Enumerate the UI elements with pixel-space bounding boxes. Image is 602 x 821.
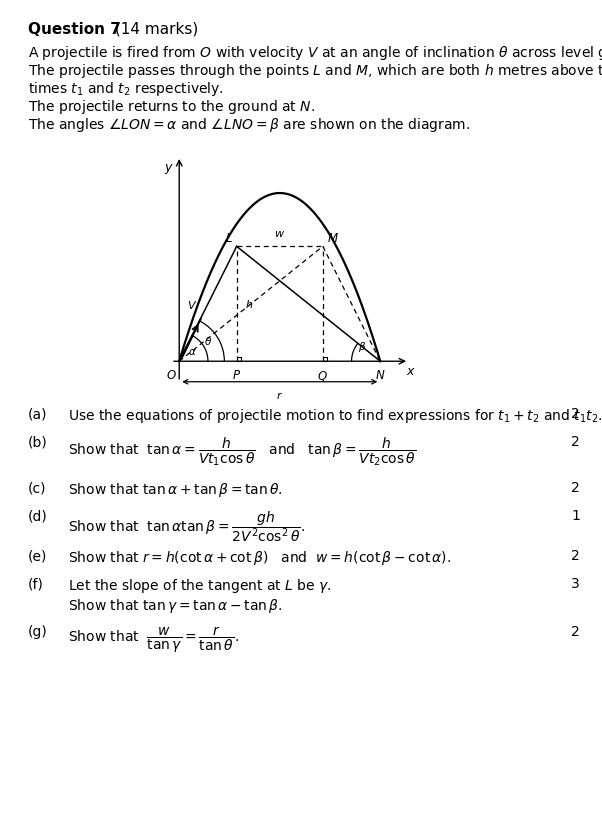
- Text: $w$: $w$: [274, 229, 285, 239]
- Text: (a): (a): [28, 407, 48, 421]
- Text: Show that  $\tan\alpha\tan\beta = \dfrac{gh}{2V^2\cos^2\theta}$.: Show that $\tan\alpha\tan\beta = \dfrac{…: [68, 509, 305, 544]
- Text: Use the equations of projectile motion to find expressions for $t_1 + t_2$ and $: Use the equations of projectile motion t…: [68, 407, 602, 425]
- Text: $r$: $r$: [276, 390, 284, 401]
- Text: times $t_1$ and $t_2$ respectively.: times $t_1$ and $t_2$ respectively.: [28, 80, 224, 98]
- Text: $\alpha$: $\alpha$: [188, 347, 197, 357]
- Text: (14 marks): (14 marks): [110, 22, 198, 37]
- Text: 3: 3: [571, 577, 580, 591]
- Text: $N$: $N$: [375, 369, 385, 382]
- Text: Let the slope of the tangent at $L$ be $\gamma$.: Let the slope of the tangent at $L$ be $…: [68, 577, 332, 595]
- Text: $P$: $P$: [232, 369, 241, 382]
- Text: (c): (c): [28, 481, 46, 495]
- Text: Question 7: Question 7: [28, 22, 121, 37]
- Text: 2: 2: [571, 481, 580, 495]
- Text: Show that $\tan\gamma = \tan\alpha - \tan\beta$.: Show that $\tan\gamma = \tan\alpha - \ta…: [68, 597, 282, 615]
- Text: Show that $\tan\alpha + \tan\beta = \tan\theta$.: Show that $\tan\alpha + \tan\beta = \tan…: [68, 481, 283, 499]
- Text: $\beta$: $\beta$: [358, 340, 366, 354]
- Text: (g): (g): [28, 625, 48, 639]
- Text: $M$: $M$: [327, 232, 339, 245]
- Text: 2: 2: [571, 549, 580, 563]
- Text: The projectile passes through the points $L$ and $M$, which are both $h$ metres : The projectile passes through the points…: [28, 62, 602, 80]
- Text: $O$: $O$: [166, 369, 176, 382]
- Text: $y$: $y$: [164, 163, 174, 177]
- Text: $V$: $V$: [187, 299, 197, 311]
- Text: $h$: $h$: [245, 298, 253, 310]
- Text: (e): (e): [28, 549, 48, 563]
- Text: $x$: $x$: [406, 365, 416, 378]
- Text: $Q$: $Q$: [317, 369, 328, 383]
- Text: The angles $\angle LON = \alpha$ and $\angle LNO = \beta$ are shown on the diagr: The angles $\angle LON = \alpha$ and $\a…: [28, 116, 470, 134]
- Text: 2: 2: [571, 625, 580, 639]
- Text: Show that  $\tan\alpha = \dfrac{h}{Vt_1\cos\theta}$   and   $\tan\beta = \dfrac{: Show that $\tan\alpha = \dfrac{h}{Vt_1\c…: [68, 435, 417, 468]
- Text: 2: 2: [571, 407, 580, 421]
- Text: The projectile returns to the ground at $N$.: The projectile returns to the ground at …: [28, 98, 315, 116]
- Text: $L$: $L$: [225, 232, 232, 245]
- Text: (d): (d): [28, 509, 48, 523]
- Text: $\theta$: $\theta$: [204, 335, 212, 346]
- Text: 1: 1: [571, 509, 580, 523]
- Text: 2: 2: [571, 435, 580, 449]
- Text: Show that  $\dfrac{w}{\tan\gamma} = \dfrac{r}{\tan\theta}$.: Show that $\dfrac{w}{\tan\gamma} = \dfra…: [68, 625, 239, 655]
- Text: A projectile is fired from $O$ with velocity $V$ at an angle of inclination $\th: A projectile is fired from $O$ with velo…: [28, 44, 602, 62]
- Text: (b): (b): [28, 435, 48, 449]
- Text: (f): (f): [28, 577, 44, 591]
- Text: Show that $r = h(\cot\alpha + \cot\beta)$   and  $w = h(\cot\beta - \cot\alpha)$: Show that $r = h(\cot\alpha + \cot\beta)…: [68, 549, 451, 567]
